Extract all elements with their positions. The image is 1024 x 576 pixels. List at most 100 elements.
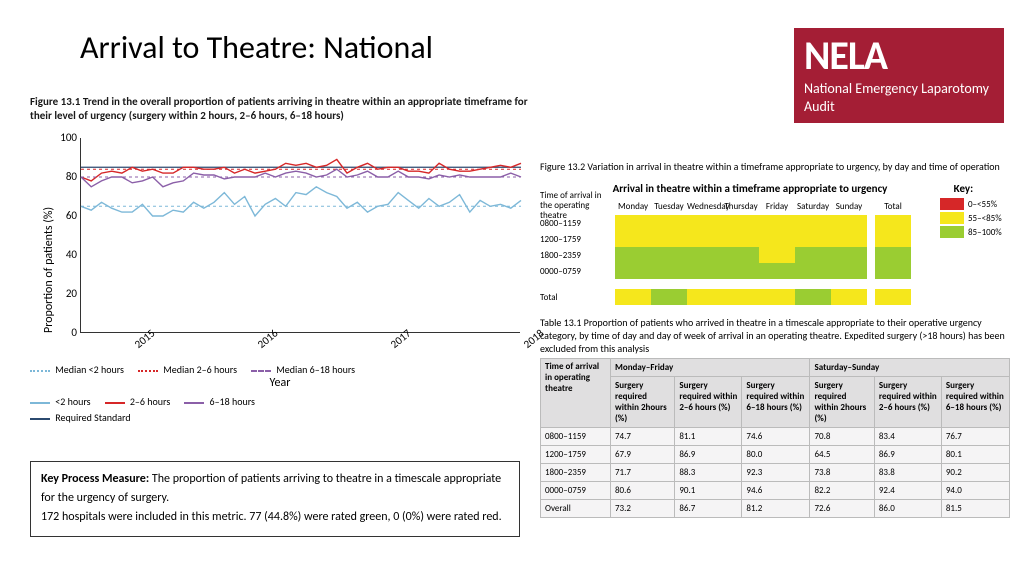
heatmap-cell bbox=[651, 231, 687, 247]
table-cell: 80.0 bbox=[742, 446, 810, 464]
table-cell: 81.5 bbox=[941, 500, 1009, 518]
y-tick: 80 bbox=[53, 170, 77, 183]
heatmap-cell bbox=[687, 289, 723, 305]
chart-legend: Median <2 hours Median 2–6 hours Median … bbox=[30, 362, 530, 426]
heatmap-cell-total bbox=[875, 215, 911, 231]
heatmap-cell-total bbox=[875, 289, 911, 305]
heatmap-cell bbox=[615, 247, 651, 263]
legend-item: Median 2–6 hours bbox=[138, 362, 237, 378]
table-cell: 94.6 bbox=[742, 482, 810, 500]
table-sub-header: Surgery required within 2hours (%) bbox=[810, 377, 874, 428]
table-cell: 81.2 bbox=[742, 500, 810, 518]
heatmap-cell bbox=[831, 247, 867, 263]
heatmap-cell bbox=[759, 247, 795, 263]
heatmap-cell-total bbox=[875, 247, 911, 263]
legend-item: 6–18 hours bbox=[184, 394, 255, 410]
kpm-label: Key Process Measure: bbox=[41, 472, 149, 486]
table-cell: 71.7 bbox=[611, 464, 675, 482]
heatmap-cell bbox=[615, 215, 651, 231]
heatmap-cell bbox=[723, 263, 759, 279]
heatmap-day-label: Thursday bbox=[723, 201, 759, 212]
table-slot-cell: 1800–2359 bbox=[541, 464, 611, 482]
table-sub-header: Surgery required within 2–6 hours (%) bbox=[675, 377, 742, 428]
table-sub-header: Surgery required within 2–6 hours (%) bbox=[874, 377, 941, 428]
y-tick: 40 bbox=[53, 248, 77, 261]
y-tick: 100 bbox=[53, 131, 77, 144]
table-cell: 67.9 bbox=[611, 446, 675, 464]
heatmap-day-label: Wednesday bbox=[687, 201, 723, 212]
heatmap-cell bbox=[795, 247, 831, 263]
table-cell: 86.0 bbox=[874, 500, 941, 518]
heatmap-cell bbox=[759, 263, 795, 279]
table-cell: 74.7 bbox=[611, 428, 675, 446]
key-process-measure-box: Key Process Measure: The proportion of p… bbox=[30, 461, 520, 537]
table-sub-header: Surgery required within 2hours (%) bbox=[611, 377, 675, 428]
heatmap-cell bbox=[795, 263, 831, 279]
legend-item: Median 6–18 hours bbox=[251, 362, 355, 378]
heatmap-key: 0–<55% 55–<85% 85–100% bbox=[940, 198, 1010, 240]
heatmap-cell bbox=[759, 215, 795, 231]
legend-item: Required Standard bbox=[30, 410, 131, 426]
figure-13-2-caption: Figure 13.2 Variation in arrival in thea… bbox=[540, 160, 1010, 173]
table-cell: 73.8 bbox=[810, 464, 874, 482]
table-cell: 64.5 bbox=[810, 446, 874, 464]
heatmap-key-label: Key: bbox=[954, 182, 974, 195]
heatmap-day-label: Saturday bbox=[795, 201, 831, 212]
table-cell: 88.3 bbox=[675, 464, 742, 482]
table-13-1: Time of arrival in operating theatreMond… bbox=[540, 358, 1010, 518]
heatmap-cell bbox=[759, 231, 795, 247]
kpm-text-2: 172 hospitals were included in this metr… bbox=[41, 508, 509, 527]
table-cell: 83.4 bbox=[874, 428, 941, 446]
table-cell: 72.6 bbox=[810, 500, 874, 518]
table-cell: 86.9 bbox=[675, 446, 742, 464]
table-cell: 83.8 bbox=[874, 464, 941, 482]
table-cell: 74.6 bbox=[742, 428, 810, 446]
heatmap-cell bbox=[831, 231, 867, 247]
table-row: 1800–235971.788.392.373.883.890.2 bbox=[541, 464, 1010, 482]
table-slot-cell: Overall bbox=[541, 500, 611, 518]
heatmap-day-label: Sunday bbox=[831, 201, 867, 212]
logo-full: National Emergency Laparotomy Audit bbox=[804, 80, 994, 116]
heatmap-cell-total bbox=[875, 263, 911, 279]
table-cell: 80.6 bbox=[611, 482, 675, 500]
table-sub-header: Surgery required within 6–18 hours (%) bbox=[941, 377, 1009, 428]
table-cell: 81.1 bbox=[675, 428, 742, 446]
heatmap-cell bbox=[615, 231, 651, 247]
table-row: 0800–115974.781.174.670.883.476.7 bbox=[541, 428, 1010, 446]
heatmap-time-slot: 0800–1159 bbox=[540, 218, 615, 229]
figure-13-1-caption: Figure 13.1 Trend in the overall proport… bbox=[30, 95, 530, 124]
heatmap-day-label: Friday bbox=[759, 201, 795, 212]
heatmap-cell bbox=[831, 289, 867, 305]
table-cell: 94.0 bbox=[941, 482, 1009, 500]
heatmap-title: Arrival in theatre within a timeframe ap… bbox=[610, 182, 890, 195]
table-row: 1200–175967.986.980.064.586.980.1 bbox=[541, 446, 1010, 464]
heatmap-cell bbox=[723, 289, 759, 305]
table-cell: 73.2 bbox=[611, 500, 675, 518]
table-row: 0000–075980.690.194.682.292.494.0 bbox=[541, 482, 1010, 500]
heatmap-cell bbox=[651, 263, 687, 279]
table-cell: 76.7 bbox=[941, 428, 1009, 446]
heatmap-time-slot: 1800–2359 bbox=[540, 250, 615, 261]
legend-item: <2 hours bbox=[30, 394, 91, 410]
heatmap-overall-label: Total bbox=[540, 292, 615, 303]
heatmap-key-item: 85–100% bbox=[940, 226, 1010, 238]
heatmap-cell-total bbox=[875, 231, 911, 247]
table-cell: 80.1 bbox=[941, 446, 1009, 464]
table-cell: 86.7 bbox=[675, 500, 742, 518]
table-cell: 92.3 bbox=[742, 464, 810, 482]
heatmap-time-slot: 1200–1759 bbox=[540, 234, 615, 245]
figure-13-1-chart: Proportion of patients (%) 0204060801002… bbox=[30, 138, 530, 398]
page-title: Arrival to Theatre: National bbox=[80, 28, 433, 67]
heatmap-cell bbox=[831, 263, 867, 279]
heatmap-row-header: Time of arrival in the operating theatre bbox=[540, 191, 615, 221]
legend-item: Median <2 hours bbox=[30, 362, 124, 378]
heatmap-cell bbox=[615, 289, 651, 305]
heatmap-key-item: 0–<55% bbox=[940, 198, 1010, 210]
table-sub-header: Surgery required within 6–18 hours (%) bbox=[742, 377, 810, 428]
y-tick: 20 bbox=[53, 287, 77, 300]
heatmap-key-item: 55–<85% bbox=[940, 212, 1010, 224]
table-cell: 92.4 bbox=[874, 482, 941, 500]
nela-logo: NELA National Emergency Laparotomy Audit bbox=[794, 28, 1004, 123]
y-tick: 60 bbox=[53, 209, 77, 222]
heatmap-cell bbox=[723, 247, 759, 263]
